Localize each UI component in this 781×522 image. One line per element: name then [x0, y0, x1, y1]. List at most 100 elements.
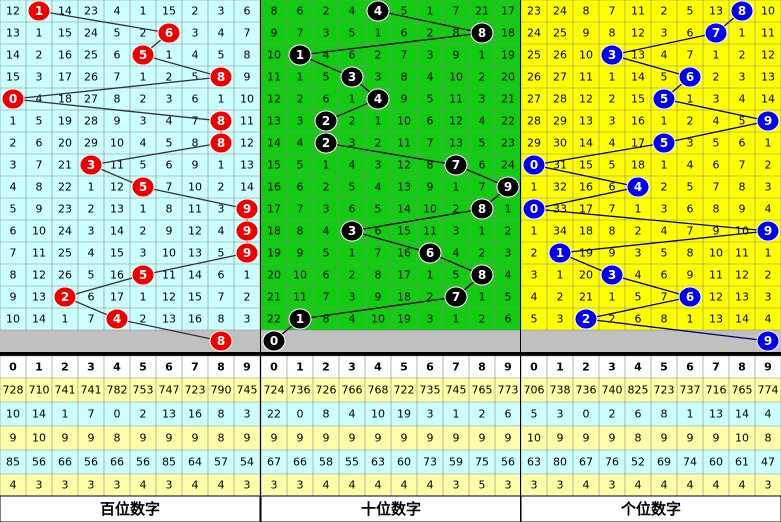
miss-count: 3 [531, 269, 538, 282]
miss-count: 6 [609, 181, 616, 194]
draw-digit: 8 [217, 70, 225, 84]
miss-count: 12 [240, 137, 254, 150]
draw-ball [496, 176, 520, 198]
miss-count: 5 [36, 115, 43, 128]
miss-count: 13 [397, 181, 411, 194]
miss-count: 4 [505, 269, 512, 282]
stat-value: 5 [479, 479, 486, 492]
draw-digit: 0 [530, 158, 538, 172]
draw-digit: 3 [348, 70, 356, 84]
draw-ball [678, 66, 702, 88]
stat-value: 64 [188, 456, 202, 469]
miss-count: 29 [553, 115, 567, 128]
miss-count: 2 [635, 225, 642, 238]
draw-ball [470, 198, 494, 220]
miss-count: 6 [713, 159, 720, 172]
miss-count: 1 [765, 137, 772, 150]
stat-value: 55 [345, 456, 359, 469]
miss-count: 10 [32, 225, 46, 238]
miss-count: 1 [531, 181, 538, 194]
miss-count: 24 [553, 5, 567, 18]
stat-value: 13 [162, 408, 176, 421]
latest-row [521, 330, 781, 352]
miss-count: 6 [10, 225, 17, 238]
miss-count: 26 [58, 269, 72, 282]
column-header: 6 [686, 361, 694, 374]
draw-digit: 3 [87, 158, 95, 172]
column-header: 6 [426, 361, 434, 374]
miss-count: 1 [479, 291, 486, 304]
column-header: 9 [504, 361, 512, 374]
miss-count: 2 [297, 93, 304, 106]
stat-value: 63 [371, 456, 385, 469]
stat-value: 726 [316, 384, 337, 397]
draw-digit: 8 [478, 268, 486, 282]
stat-value: 4 [323, 479, 330, 492]
miss-count: 2 [765, 159, 772, 172]
column-header: 4 [374, 361, 382, 374]
miss-count: 7 [687, 225, 694, 238]
miss-count: 2 [192, 5, 199, 18]
draw-digit: 6 [686, 70, 694, 84]
miss-count: 2 [765, 269, 772, 282]
stat-value: 6 [505, 408, 512, 421]
stat-value: 3 [114, 479, 121, 492]
miss-count: 6 [297, 5, 304, 18]
miss-count: 12 [188, 225, 202, 238]
miss-count: 3 [166, 93, 173, 106]
miss-count: 20 [501, 71, 515, 84]
stat-value: 723 [185, 384, 206, 397]
miss-count: 1 [479, 225, 486, 238]
miss-count: 17 [267, 203, 281, 216]
miss-count: 10 [397, 115, 411, 128]
miss-count: 9 [297, 247, 304, 260]
miss-count: 6 [297, 181, 304, 194]
footer [260, 495, 522, 522]
miss-count: 24 [527, 27, 541, 40]
miss-count: 1 [349, 93, 356, 106]
stat-value: 9 [271, 432, 278, 445]
miss-count: 14 [579, 137, 593, 150]
column-header: 0 [9, 361, 17, 374]
miss-count: 5 [479, 137, 486, 150]
miss-count: 6 [114, 49, 121, 62]
separator [261, 352, 521, 356]
miss-count: 7 [323, 291, 330, 304]
miss-count: 11 [761, 27, 775, 40]
miss-count: 4 [218, 27, 225, 40]
miss-count: 1 [10, 115, 17, 128]
miss-count: 6 [661, 269, 668, 282]
miss-count: 6 [427, 115, 434, 128]
miss-count: 21 [267, 291, 281, 304]
stat-value: 740 [602, 384, 623, 397]
miss-count: 30 [553, 137, 567, 150]
draw-ball [288, 44, 312, 66]
miss-count: 2 [140, 313, 147, 326]
miss-count: 6 [349, 49, 356, 62]
draw-ball [288, 308, 312, 330]
miss-count: 12 [449, 115, 463, 128]
miss-count: 1 [427, 5, 434, 18]
miss-count: 10 [371, 313, 385, 326]
miss-count: 28 [527, 115, 541, 128]
column-header: 9 [243, 361, 251, 374]
miss-count: 13 [6, 27, 20, 40]
column-header: 8 [738, 361, 746, 374]
stat-value: 765 [472, 384, 493, 397]
miss-count: 16 [579, 181, 593, 194]
draw-ball [600, 44, 624, 66]
draw-digit: 9 [243, 224, 251, 238]
draw-ball [470, 264, 494, 286]
miss-count: 1 [88, 181, 95, 194]
stat-value: 738 [550, 384, 571, 397]
stat-value: 67 [267, 456, 281, 469]
stat-value: 4 [10, 479, 17, 492]
stat-value: 766 [342, 384, 363, 397]
miss-count: 5 [635, 291, 642, 304]
stat-value: 9 [453, 432, 460, 445]
column-header: 6 [165, 361, 173, 374]
miss-count: 2 [713, 71, 720, 84]
miss-count: 3 [661, 27, 668, 40]
